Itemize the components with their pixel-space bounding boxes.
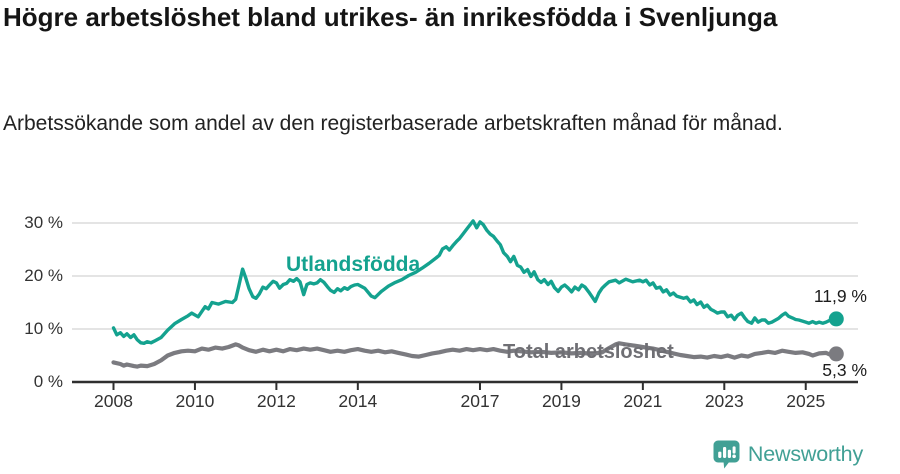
newsworthy-logo-icon (713, 440, 740, 469)
x-tick-label: 2012 (256, 391, 296, 411)
x-tick-label: 2025 (786, 391, 826, 411)
newsworthy-branding: Newsworthy (713, 440, 863, 469)
series-label-total-arbetsloshet: Total arbetslöshet (503, 341, 674, 363)
end-point-dot (828, 311, 844, 327)
end-value-utlandsfodda: 11,9 % (813, 286, 867, 306)
series-label-utlandsfodda: Utlandsfödda (286, 253, 421, 276)
y-tick-label: 10 % (24, 319, 63, 338)
end-point-dot (828, 346, 844, 362)
x-tick-label: 2014 (338, 391, 378, 411)
x-tick-label: 2019 (541, 391, 581, 411)
series-line-utlandsfodda (111, 219, 838, 345)
x-tick-label: 2017 (460, 391, 500, 411)
y-tick-label: 0 % (33, 372, 63, 391)
x-tick-label: 2023 (704, 391, 744, 411)
chart-title: Högre arbetslöshet bland utrikes- än inr… (3, 2, 778, 32)
chart-subtitle: Arbetssökande som andel av den registerb… (3, 112, 783, 135)
newsworthy-brand-name: Newsworthy (747, 442, 863, 466)
x-tick-label: 2010 (175, 391, 215, 411)
y-tick-label: 20 % (24, 266, 63, 285)
series-line-total-arbetsloshet (111, 341, 839, 369)
x-tick-label: 2021 (623, 391, 663, 411)
end-value-total-arbetsloshet: 5,3 % (822, 360, 867, 380)
y-tick-label: 30 % (24, 213, 63, 232)
x-tick-label: 2008 (94, 391, 133, 411)
